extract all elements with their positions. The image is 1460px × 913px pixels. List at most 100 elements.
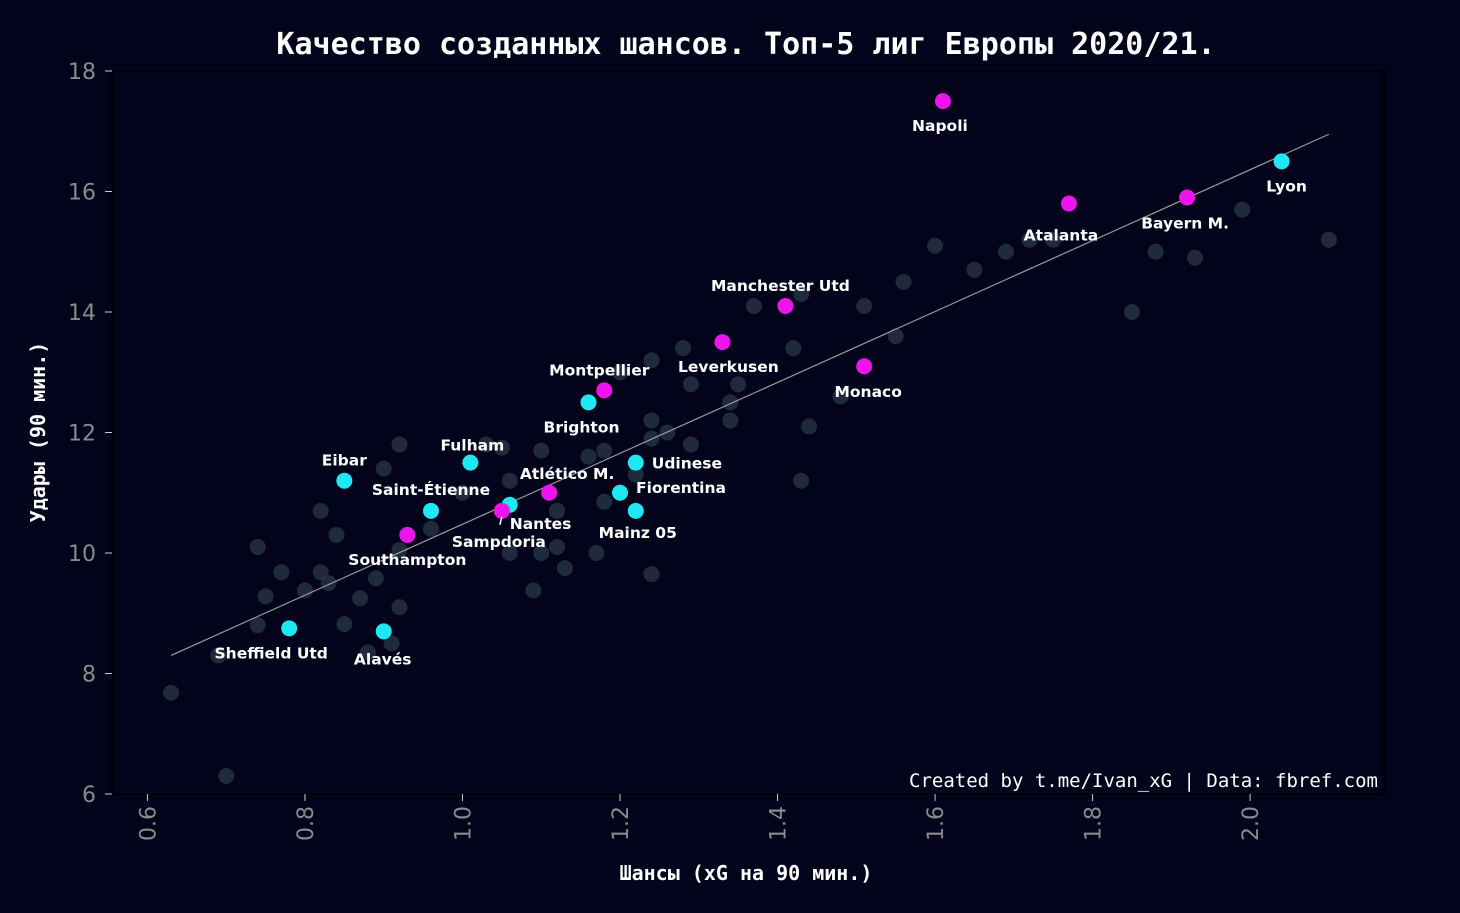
point-label-sheffield-utd: Sheffield Utd [215, 644, 328, 662]
background-point [478, 436, 495, 453]
background-point [257, 588, 274, 605]
background-point [997, 243, 1014, 260]
background-point [273, 564, 290, 581]
background-point [580, 448, 597, 465]
point-montpellier [596, 382, 613, 399]
trend-line [170, 133, 1330, 656]
point-bayern-m- [1179, 189, 1196, 206]
background-point [454, 484, 471, 501]
point-eibar [336, 472, 353, 489]
point-brighton [580, 394, 597, 411]
background-point [549, 502, 566, 519]
point-mainz-05 [627, 502, 644, 519]
background-point [596, 493, 613, 510]
y-tick-label: 12 [68, 422, 96, 447]
point-manchester-utd [777, 297, 794, 314]
background-point [210, 647, 227, 664]
chart-title: Качество созданных шансов. Топ-5 лиг Евр… [276, 27, 1215, 62]
y-axis-ticks: 6 8 10 12 14 16 18 [68, 60, 112, 808]
background-point [383, 635, 400, 652]
background-point [801, 418, 818, 435]
point-label-mainz-05: Mainz 05 [599, 524, 677, 542]
background-point [525, 582, 542, 599]
point-lyon [1273, 153, 1290, 170]
background-point [832, 388, 849, 405]
background-point [422, 520, 439, 537]
point-label-fulham: Fulham [440, 437, 504, 455]
x-tick-label: 2.0 [1239, 806, 1264, 841]
label-connector [499, 516, 503, 526]
background-point [927, 237, 944, 254]
x-tick-label: 1.2 [609, 806, 634, 841]
plot-area: Lyon Brighton Fulham Udinese Eibar Fiorentina… [111, 70, 1385, 795]
point-sheffield-utd [281, 620, 298, 637]
x-tick-label: 1.0 [451, 806, 476, 841]
background-point [249, 617, 266, 634]
background-point [730, 376, 747, 393]
x-tick-label: 0.8 [294, 806, 319, 841]
point-saint-tienne [422, 502, 439, 519]
point-fiorentina [612, 484, 629, 501]
point-udinese [627, 454, 644, 471]
background-point [218, 767, 235, 784]
point-label-alav-s: Alavés [354, 650, 412, 668]
point-sampdoria [493, 502, 510, 519]
background-point [745, 297, 762, 314]
credit-text: Created by t.me/Ivan_xG | Data: fbref.co… [909, 770, 1378, 792]
background-point [556, 560, 573, 577]
x-tick-label: 1.8 [1082, 806, 1107, 841]
background-point [675, 340, 692, 357]
background-point [887, 328, 904, 345]
x-axis-label: Шансы (xG на 90 мин.) [620, 861, 873, 885]
background-point [501, 545, 518, 561]
background-point [966, 261, 983, 278]
background-point [1320, 231, 1337, 248]
point-alav-s [375, 623, 392, 640]
point-napoli [934, 93, 951, 110]
background-point [643, 412, 660, 429]
background-point [1123, 304, 1140, 320]
point-label-montpellier: Montpellier [549, 361, 650, 379]
background-point [391, 436, 408, 453]
point-label-nantes: Nantes [510, 515, 572, 533]
background-point [793, 472, 810, 489]
background-point [596, 442, 613, 459]
background-point [722, 412, 739, 429]
point-label-sampdoria: Sampdoria [452, 533, 546, 551]
background-point [612, 364, 629, 381]
y-tick-label: 14 [68, 301, 96, 326]
point-monaco [856, 358, 873, 375]
background-point [793, 285, 810, 302]
background-point [533, 442, 550, 459]
background-point [1147, 243, 1164, 260]
y-tick-label: 6 [82, 783, 96, 808]
y-tick-label: 8 [82, 663, 96, 688]
point-label-udinese: Udinese [652, 455, 722, 473]
y-tick-label: 10 [68, 542, 96, 567]
background-point [249, 538, 266, 555]
background-point [785, 340, 802, 357]
background-point [856, 297, 873, 314]
background-point [722, 394, 739, 411]
background-point [312, 502, 329, 519]
background-point [1021, 231, 1038, 248]
background-point [328, 526, 345, 543]
background-point [588, 545, 605, 561]
x-tick-label: 1.4 [767, 806, 792, 841]
y-tick-label: 16 [68, 181, 96, 206]
background-point [501, 472, 518, 489]
background-point [533, 545, 550, 561]
point-atl-tico-m- [541, 484, 558, 501]
background-point [1186, 249, 1203, 266]
background-point [682, 376, 699, 393]
background-point [895, 273, 912, 290]
point-label-atl-tico-m-: Atlético M. [520, 465, 615, 483]
background-point [627, 466, 644, 483]
point-label-brighton: Brighton [544, 418, 620, 436]
point-label-leverkusen: Leverkusen [678, 358, 779, 376]
point-southampton [399, 526, 416, 543]
background-point [320, 575, 337, 592]
y-axis-label: Удары (90 мин.) [26, 342, 50, 523]
background-point [163, 684, 180, 701]
